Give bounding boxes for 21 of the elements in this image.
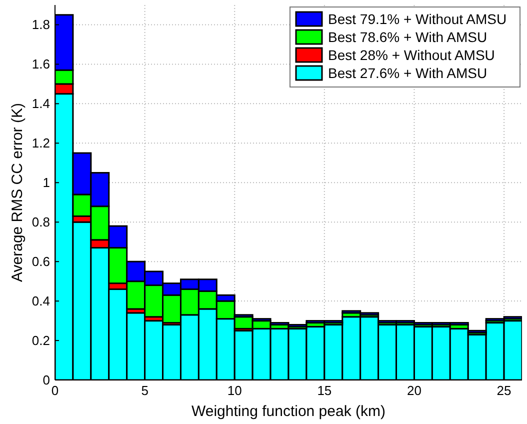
y-axis-title: Average RMS CC error (K) bbox=[9, 103, 26, 282]
y-tick-label: 1.6 bbox=[32, 56, 50, 72]
x-tick-label: 5 bbox=[141, 383, 148, 398]
y-tick-label: 1.2 bbox=[32, 136, 50, 151]
x-tick-label: 25 bbox=[496, 383, 512, 398]
x-tick-label: 10 bbox=[227, 383, 242, 398]
y-tick-label: 0 bbox=[42, 372, 50, 388]
legend-label: Best 78.6% + With AMSU bbox=[328, 29, 488, 45]
x-axis-title: Weighting function peak (km) bbox=[192, 403, 386, 420]
legend-label: Best 79.1% + Without AMSU bbox=[328, 11, 507, 27]
y-tick-label: 0.6 bbox=[32, 254, 50, 270]
x-tick-label: 15 bbox=[317, 383, 332, 398]
y-tick-label: 1.8 bbox=[32, 17, 50, 32]
legend-label: Best 28% + Without AMSU bbox=[328, 47, 495, 63]
legend-label: Best 27.6% + With AMSU bbox=[328, 65, 488, 81]
y-tick-label: 0.8 bbox=[32, 214, 50, 230]
y-tick-label: 1 bbox=[42, 175, 50, 190]
y-tick-label: 0.4 bbox=[32, 294, 50, 309]
x-tick-label: 20 bbox=[406, 383, 422, 398]
y-tick-label: 1.4 bbox=[32, 96, 50, 112]
y-tick-label: 0.2 bbox=[32, 333, 50, 348]
